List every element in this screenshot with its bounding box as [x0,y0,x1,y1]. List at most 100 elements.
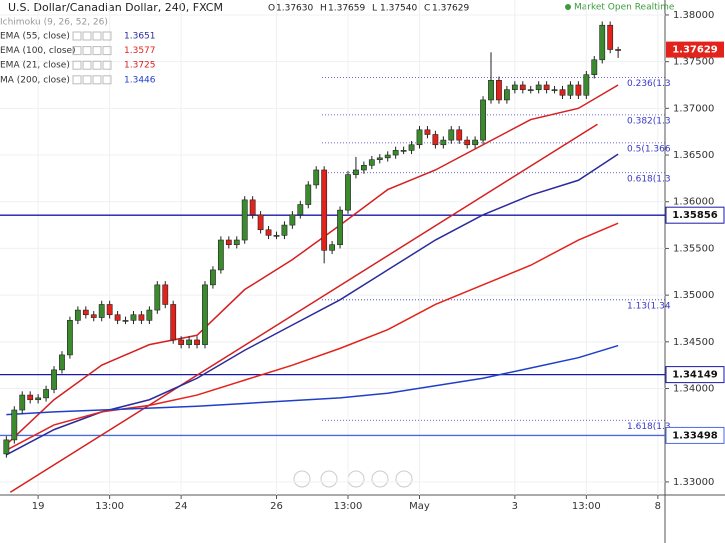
y-tick-label: 1.38000 [673,10,714,21]
ohlc-key: O [268,4,275,14]
legend-icon [102,60,112,70]
ohlc-readout: O 1.37630 H 1.37659 L 1.37540 C 1.37629 [268,4,469,14]
candle-body [392,150,399,156]
candle-body [472,139,479,146]
legend-icon [92,60,102,70]
legend-icon [102,75,112,85]
legend-icon [102,46,112,56]
candle-body [162,284,169,305]
candle-body [170,304,177,341]
candle-body [496,80,502,101]
candle-body [273,235,280,237]
candle-body [11,409,18,441]
y-tick-label: 1.36500 [673,150,714,161]
legend-icon [82,75,92,85]
candle-body [488,80,494,101]
y-tick-label: 1.35500 [673,243,714,254]
candle-body [567,84,574,96]
candle-body [194,339,200,345]
candle-body [313,169,320,186]
candle-body [599,24,606,61]
ohlc-key: H [320,4,327,14]
indicator-line [5,84,619,446]
candle-body [615,49,622,51]
candle-body [607,24,614,50]
price-box [665,426,725,444]
candle-body [440,139,447,146]
toolbar [293,470,413,488]
legend-icon [102,31,112,41]
candle-body [74,309,81,321]
candle-body [225,239,232,245]
candle-body [297,204,304,216]
candle-body [337,209,343,245]
candle-body [178,339,185,345]
legend-value: 1.3577 [124,46,156,56]
candle-body [138,314,145,321]
candle-body [408,144,415,151]
y-tick-label: 1.33000 [673,477,714,488]
candle-body [384,154,391,159]
tool-button[interactable] [293,470,311,488]
y-tick-label: 1.34500 [673,337,714,348]
ohlc-value: 1.37540 [380,4,417,14]
tool-button[interactable] [320,470,338,488]
candle-body [186,339,192,345]
candle-body [321,169,328,251]
candle-body [265,229,272,236]
y-tick-label: 1.34000 [673,384,714,395]
x-tick-label: 24 [175,501,188,512]
indicator-label: Ichimoku (9, 26, 52, 26) [0,18,108,28]
candle-body [249,199,256,216]
candle-body [106,304,113,316]
candle-body [130,314,137,321]
candle-body [122,320,129,322]
legend-value: 1.3651 [124,32,156,42]
candle-body [543,84,550,90]
x-tick-label: May [409,501,430,512]
tool-button[interactable] [395,470,413,488]
fib-label: 1.618(1.3 [627,422,671,432]
price-label: 1.34149 [672,370,718,381]
y-tick-label: 1.36000 [673,197,714,208]
fib-label: 0.236(1.3 [627,79,671,89]
candle-body [241,199,248,241]
legend-label: EMA (21, close) [0,61,70,71]
candle-body [154,284,161,311]
legend-icon [82,46,92,56]
fib-label: 0.382(1.3 [627,116,671,126]
y-tick-label: 1.37000 [673,103,714,114]
candle-body [289,214,296,226]
candle-body [210,269,216,286]
candle-body [51,369,57,390]
legend-icon [72,46,82,56]
legend-label: EMA (55, close) [0,32,70,42]
legend-value: 1.3446 [124,75,156,85]
plot-area: 0.236(1.3 0.382(1.3 0.5(1.366 0.618(1.3 1.13… [0,0,671,495]
price-box [665,366,725,384]
candle-body [146,309,153,321]
candle-body [59,354,65,371]
y-tick-label: 1.35000 [673,290,714,301]
candle-body [353,169,359,175]
tool-button[interactable] [371,470,389,488]
price-box [665,206,725,224]
candle-body [257,214,264,231]
ohlc-key: L [372,4,377,14]
candle-body [535,84,542,90]
legend-icon [92,75,102,85]
legend-label: MA (200, close) [0,75,70,85]
candle-body [329,244,336,251]
candle-body [551,89,558,91]
candle-body [527,89,534,91]
ohlc-value: 1.37629 [432,4,469,14]
candle-body [432,134,439,146]
candle-body [35,397,42,401]
fib-label: 1.13(1.34 [627,301,671,311]
candle-body [448,129,455,141]
candle-body [480,99,486,141]
ohlc-value: 1.37659 [328,4,365,14]
candle-body [67,320,73,356]
legend-label: EMA (100, close) [0,46,76,56]
